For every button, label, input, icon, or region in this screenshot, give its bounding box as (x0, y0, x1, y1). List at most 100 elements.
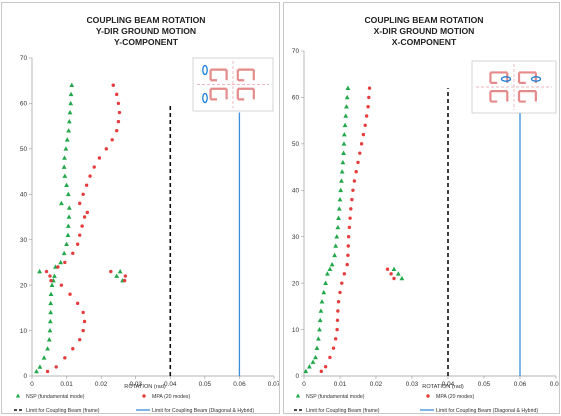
y-tick-label: 20 (20, 282, 28, 289)
data-point-nsp (37, 268, 43, 274)
data-point-nsp (114, 273, 120, 278)
data-point-nsp (391, 266, 397, 272)
data-point-mpa (116, 119, 121, 124)
data-point-nsp (52, 273, 57, 278)
data-point-nsp (327, 266, 333, 272)
data-point-mpa (88, 174, 92, 178)
data-point-nsp (336, 215, 341, 220)
inset-beam-marker (202, 64, 208, 76)
y-tick-label: 20 (292, 280, 300, 287)
data-point-nsp (48, 300, 54, 306)
y-tick-label: 10 (292, 327, 300, 334)
data-point-mpa (354, 170, 358, 174)
data-point-nsp (319, 299, 325, 304)
data-point-mpa (364, 114, 369, 118)
data-point-mpa (367, 86, 372, 90)
data-point-mpa (345, 262, 349, 267)
data-point-mpa (385, 267, 390, 271)
data-point-nsp (68, 100, 74, 106)
x-tick-label: 0.01 (334, 381, 347, 388)
data-point-mpa (359, 142, 364, 146)
chart-title-line-3: Y-COMPONENT (114, 37, 179, 47)
x-tick-label: 0.06 (514, 381, 527, 388)
data-point-mpa (346, 253, 350, 257)
data-point-mpa (68, 292, 72, 296)
inset-beam-marker (500, 76, 512, 82)
data-point-nsp (317, 326, 322, 332)
data-point-nsp (340, 159, 346, 165)
data-point-mpa (331, 346, 336, 350)
data-point-mpa (71, 251, 75, 256)
data-point-mpa (78, 201, 82, 206)
data-point-mpa (75, 301, 80, 306)
data-point-nsp (58, 259, 64, 265)
data-point-mpa (71, 347, 75, 351)
y-tick-label: 0 (295, 373, 299, 380)
data-point-mpa (389, 272, 393, 276)
data-point-nsp (65, 191, 71, 197)
y-tick-label: 0 (23, 373, 27, 380)
data-point-mpa (54, 365, 58, 369)
data-point-mpa (122, 278, 127, 283)
data-point-mpa (319, 369, 323, 374)
data-point-nsp (307, 364, 312, 369)
x-tick-label: 0.05 (199, 381, 212, 388)
data-point-nsp (64, 241, 69, 247)
chart-panel-y-component: COUPLING BEAM ROTATION Y-DIR GROUND MOTI… (1, 2, 280, 414)
data-point-mpa (123, 274, 128, 278)
data-point-nsp (45, 346, 50, 351)
data-point-nsp (61, 164, 67, 169)
data-point-nsp (62, 173, 68, 178)
data-point-nsp (58, 200, 64, 206)
data-point-nsp (395, 271, 401, 276)
series-dot (44, 83, 128, 374)
data-point-mpa (45, 369, 50, 374)
y-tick-label: 50 (20, 146, 28, 153)
data-point-mpa (356, 160, 360, 165)
data-point-nsp (313, 354, 318, 360)
data-point-mpa (56, 265, 60, 269)
data-point-nsp (47, 318, 53, 324)
inset-core-wall (236, 87, 255, 101)
data-point-mpa (75, 242, 80, 246)
y-tick-label: 40 (292, 187, 300, 194)
chart-panel-x-component: COUPLING BEAM ROTATION X-DIR GROUND MOTI… (283, 2, 560, 414)
data-point-nsp (343, 113, 349, 118)
data-point-mpa (84, 183, 89, 187)
legend-label: MPA (20 modes) (152, 394, 191, 400)
data-point-nsp (46, 337, 52, 342)
data-point-mpa (351, 188, 355, 192)
inset-core-wall (209, 68, 228, 82)
data-point-nsp (64, 137, 70, 142)
inset-beam-marker (530, 76, 542, 82)
data-point-mpa (97, 156, 102, 160)
data-point-mpa (81, 310, 85, 315)
data-point-nsp (345, 85, 351, 90)
data-point-nsp (67, 109, 73, 115)
x-tick-label: 0.06 (233, 381, 246, 388)
data-point-mpa (367, 95, 371, 100)
x-tick-label: 0.02 (95, 381, 108, 388)
data-point-nsp (323, 280, 328, 285)
data-point-nsp (325, 271, 330, 276)
data-point-mpa (350, 197, 354, 202)
y-tick-label: 70 (20, 55, 28, 62)
x-tick-label: 0.01 (60, 381, 73, 388)
data-point-nsp (329, 261, 335, 267)
data-point-mpa (358, 151, 362, 155)
data-point-nsp (336, 206, 342, 211)
data-point-nsp (341, 131, 347, 137)
data-point-nsp (48, 291, 54, 297)
data-point-nsp (310, 359, 316, 364)
floor-plan-inset (471, 60, 557, 114)
series-triangle (34, 82, 125, 374)
data-point-nsp (41, 355, 47, 360)
data-point-nsp (65, 232, 71, 237)
data-point-mpa (63, 260, 67, 265)
data-point-mpa (346, 235, 351, 239)
x-tick-label: 0.05 (478, 381, 491, 388)
data-point-mpa (44, 269, 49, 274)
data-point-nsp (335, 224, 341, 230)
data-point-nsp (344, 94, 350, 100)
